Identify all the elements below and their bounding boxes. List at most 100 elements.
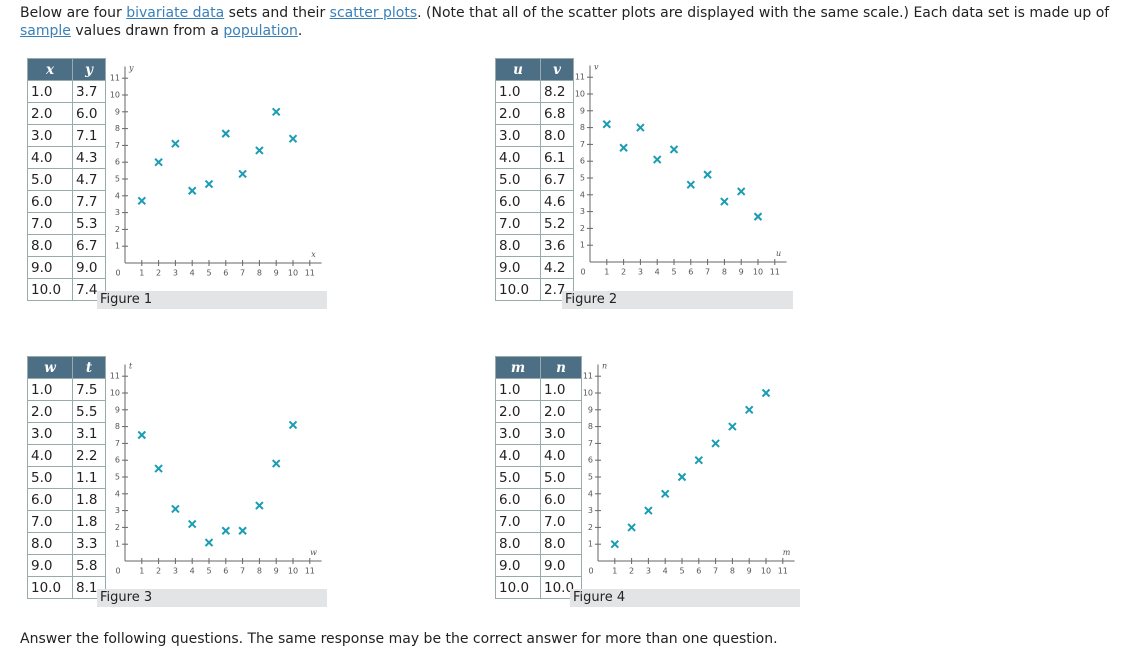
table-cell: 2.0 (540, 400, 582, 423)
x-tick-label: 11 (770, 268, 780, 277)
glossary-link[interactable]: population (223, 23, 298, 39)
y-tick-label: 10 (110, 91, 120, 100)
data-table: u v 1.0 8.2 2.0 6.8 3.0 8.0 4.0 6.1 5.0 6.7 6.0 4.6 7.… (495, 58, 574, 301)
table-cell: 6.0 (27, 190, 73, 213)
data-point (753, 212, 763, 221)
point-stroke (720, 197, 729, 206)
point-stroke (711, 439, 720, 448)
table-cell: 7.0 (27, 212, 73, 235)
table-cell: 5.0 (27, 466, 73, 489)
glossary-link[interactable]: scatter plots (329, 5, 418, 21)
table-cell: 1.1 (72, 466, 106, 489)
point-stroke (686, 180, 696, 189)
x-tick-label: 1 (139, 269, 144, 278)
table-cell: 8.0 (495, 234, 541, 257)
point-stroke (204, 538, 214, 547)
table-cell: 3.0 (27, 124, 73, 147)
table-cell: 4.6 (540, 190, 574, 213)
figure-caption: Figure 2 (562, 291, 793, 309)
table-cell: 4.0 (495, 444, 541, 467)
table-cell: 3.6 (540, 234, 574, 257)
table-cell: 8.2 (540, 80, 574, 103)
point-stroke (238, 169, 247, 179)
data-point (686, 180, 696, 189)
x-tick-label: 5 (206, 269, 211, 278)
table-cell: 9.0 (540, 554, 582, 577)
table-cell: 1.0 (495, 80, 541, 103)
x-tick-label: 5 (679, 567, 684, 576)
x-tick-label: 6 (688, 268, 693, 277)
point-stroke (728, 422, 737, 431)
y-tick-label: 7 (580, 140, 585, 149)
y-tick-label: 9 (580, 106, 585, 115)
y-tick-label: 4 (115, 191, 120, 200)
x-tick-label: 3 (638, 268, 643, 277)
table-cell: 9.0 (27, 554, 73, 577)
table-cell: 6.0 (495, 190, 541, 213)
x-tick-label: 11 (778, 567, 788, 576)
y-tick-label: 9 (115, 405, 120, 414)
glossary-link[interactable]: bivariate data (126, 5, 225, 21)
data-point (610, 539, 620, 549)
x-tick-label: 10 (761, 567, 771, 576)
table-cell: 4.0 (27, 444, 73, 467)
y-tick-label: 11 (583, 372, 593, 381)
y-tick-label: 3 (115, 506, 120, 515)
table-cell: 7.0 (27, 510, 73, 533)
point-stroke (187, 519, 197, 529)
y-axis-label: y (128, 63, 134, 72)
intro: Below are four bivariate data sets and t… (20, 4, 1125, 40)
table-cell: 7.7 (72, 190, 106, 213)
y-tick-label: 3 (580, 207, 585, 216)
y-tick-label: 5 (115, 473, 120, 482)
intro-text: . (Note that all of the scatter plots ar… (417, 5, 1110, 21)
table-cell: 1.0 (495, 378, 541, 401)
table-cell: 2.0 (27, 400, 73, 423)
table-cell: 1.0 (540, 378, 582, 401)
y-tick-label: 10 (575, 90, 585, 99)
y-tick-label: 10 (583, 389, 593, 398)
x-tick-label: 1 (604, 268, 609, 277)
y-tick-label: 6 (115, 158, 120, 167)
point-stroke (753, 212, 763, 221)
table-cell: 6.0 (540, 488, 582, 511)
data-point (171, 504, 180, 514)
point-stroke (154, 464, 163, 473)
point-stroke (255, 501, 264, 510)
table-cell: 5.5 (72, 400, 106, 423)
column-header: v (540, 58, 574, 81)
data-point (652, 155, 662, 164)
intro-text: Below are four (20, 5, 127, 21)
table-cell: 6.1 (540, 146, 574, 169)
data-point (720, 197, 729, 206)
x-tick-label: 8 (257, 269, 262, 278)
table-cell: 10.0 (495, 576, 541, 599)
origin-label: 0 (588, 567, 593, 576)
point-stroke (271, 459, 281, 468)
x-tick-label: 7 (705, 268, 710, 277)
point-stroke (761, 388, 771, 398)
origin-label: 0 (115, 567, 120, 576)
point-stroke (644, 506, 653, 515)
table-cell: 10.0 (495, 278, 541, 301)
table-cell: 6.0 (72, 102, 106, 125)
glossary-link[interactable]: sample (20, 23, 71, 39)
data-point (255, 501, 264, 510)
table-cell: 10.0 (27, 278, 73, 301)
table-cell: 5.0 (495, 466, 541, 489)
y-tick-label: 5 (580, 174, 585, 183)
x-tick-label: 4 (190, 269, 195, 278)
point-stroke (627, 523, 636, 532)
table-cell: 9.0 (495, 554, 541, 577)
column-header: u (495, 58, 541, 81)
y-axis-label: n (602, 361, 607, 370)
y-tick-label: 6 (588, 456, 593, 465)
table-cell: 5.3 (72, 212, 106, 235)
y-tick-label: 5 (115, 175, 120, 184)
point-stroke (677, 472, 687, 482)
point-stroke (187, 186, 197, 195)
point-stroke (744, 405, 754, 415)
table-cell: 5.8 (72, 554, 106, 577)
y-tick-label: 1 (580, 241, 585, 250)
table-cell: 3.0 (27, 422, 73, 445)
